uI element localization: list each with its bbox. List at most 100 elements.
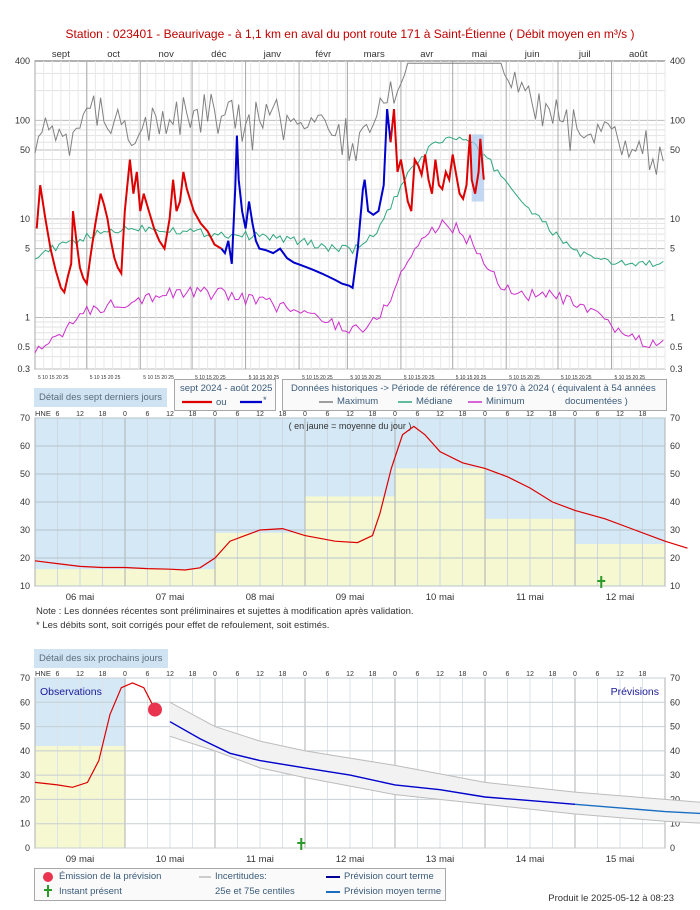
day-ticks: 5 10 15 20 25 [249,375,280,380]
hour-label: 0 [123,411,127,418]
y-tick-left: 70 [20,673,30,683]
legend-centiles: 25e et 75e centiles [215,886,295,897]
month-label: août [629,49,648,60]
y-tick-left: 400 [15,56,30,66]
legend-forecast: Émission de la prévision Instant présent… [34,868,446,901]
y-tick-left: 20 [20,794,30,804]
y-tick-right: 0.3 [670,364,683,374]
note-preliminary: Note : Les données récentes sont prélimi… [36,606,414,617]
y-tick-left: 0 [25,843,30,853]
observed-flow-line-0 [35,159,222,295]
hour-label: 18 [99,411,107,418]
month-label: juil [578,49,591,60]
legend-median-label: Médiane [416,396,453,407]
y-tick-right: 1 [670,312,675,322]
hour-label: 18 [99,671,107,678]
hour-label: 6 [416,411,420,418]
maximum-line [34,62,664,175]
day-ticks: 5 10 15 20 25 [350,375,381,380]
day-ticks: 5 10 15 20 25 [561,375,592,380]
y-tick-right: 60 [670,441,680,451]
upper-centile-line [169,701,700,803]
hour-label: 12 [76,671,84,678]
y-unit-label: HNE [35,669,51,678]
day-ticks: 5 10 15 20 25 [456,375,487,380]
hour-label: 12 [616,671,624,678]
day-ticks: 5 10 15 20 25 [195,375,226,380]
month-label: déc [211,49,227,60]
month-label: nov [159,49,175,60]
y-tick-right: 0 [670,843,675,853]
section-label-seven-days: Détail des sept derniers jours [34,388,168,407]
hour-label: 6 [236,411,240,418]
y-tick-left: 30 [20,770,30,780]
hour-label: 12 [76,411,84,418]
hour-label: 12 [436,411,444,418]
day-label: 14 mai [516,854,545,865]
y-tick-right: 0.5 [670,342,683,352]
day-label: 10 mai [426,592,455,603]
hour-label: 12 [256,671,264,678]
y-tick-left: 1 [25,312,30,322]
legend-present: Instant présent [59,886,122,897]
y-tick-right: 40 [670,746,680,756]
lower-centile-line [169,735,700,824]
legend-period: sept 2024 - août 2025 [180,383,273,394]
hour-label: 12 [166,671,174,678]
y-tick-left: 30 [20,525,30,535]
legend-moyen: Prévision moyen terme [344,886,442,897]
hour-label: 6 [146,411,150,418]
hour-label: 0 [483,411,487,418]
produced-timestamp: Produit le 2025-05-12 à 08:23 [548,893,674,904]
hour-label: 12 [346,671,354,678]
hour-label: 6 [596,671,600,678]
hour-label: 6 [146,671,150,678]
hour-label: 6 [596,411,600,418]
hour-label: 18 [189,671,197,678]
y-tick-left: 50 [20,145,30,155]
day-label: 15 mai [606,854,635,865]
hour-label: 0 [393,671,397,678]
y-tick-right: 50 [670,469,680,479]
month-label: févr [315,49,331,60]
day-ticks: 5 10 15 20 25 [614,375,645,380]
month-label: sept [52,49,70,60]
y-tick-left: 70 [20,413,30,423]
hour-label: 6 [56,411,60,418]
legend-max-label: Maximum [337,396,379,407]
hour-label: 6 [416,671,420,678]
hour-label: 6 [326,411,330,418]
day-ticks: 5 10 15 20 25 [38,375,69,380]
hour-label: 12 [436,671,444,678]
hour-label: 0 [393,411,397,418]
legend-historical: Données historiques -> Période de référe… [282,379,667,411]
hour-label: 0 [483,671,487,678]
median-line [34,136,664,268]
legend-emission: Émission de la prévision [59,871,162,882]
day-label: 11 mai [516,592,544,603]
day-label: 06 mai [66,592,95,603]
legend-court: Prévision court terme [344,871,434,882]
hour-label: 18 [459,411,467,418]
hour-label: 6 [56,671,60,678]
hour-label: 0 [573,411,577,418]
y-tick-left: 50 [20,722,30,732]
hour-label: 18 [639,411,647,418]
hour-label: 18 [549,411,557,418]
day-label: 08 mai [246,592,275,603]
hour-label: 18 [189,411,197,418]
legend-hist-title: Données historiques -> Période de référe… [291,383,656,394]
day-label: 07 mai [156,592,185,603]
day-label: 12 mai [606,592,635,603]
y-tick-right: 10 [670,819,680,829]
hour-label: 18 [639,671,647,678]
month-label: juin [524,49,540,60]
y-tick-left: 40 [20,497,30,507]
notes: Note : Les données récentes sont prélimi… [36,605,414,633]
station-title: Station : 023401 - Beaurivage - à 1,1 km… [65,27,635,41]
hour-label: 6 [236,671,240,678]
hour-label: 18 [279,411,287,418]
day-label: 09 mai [336,592,365,603]
minimum-line [34,219,664,353]
